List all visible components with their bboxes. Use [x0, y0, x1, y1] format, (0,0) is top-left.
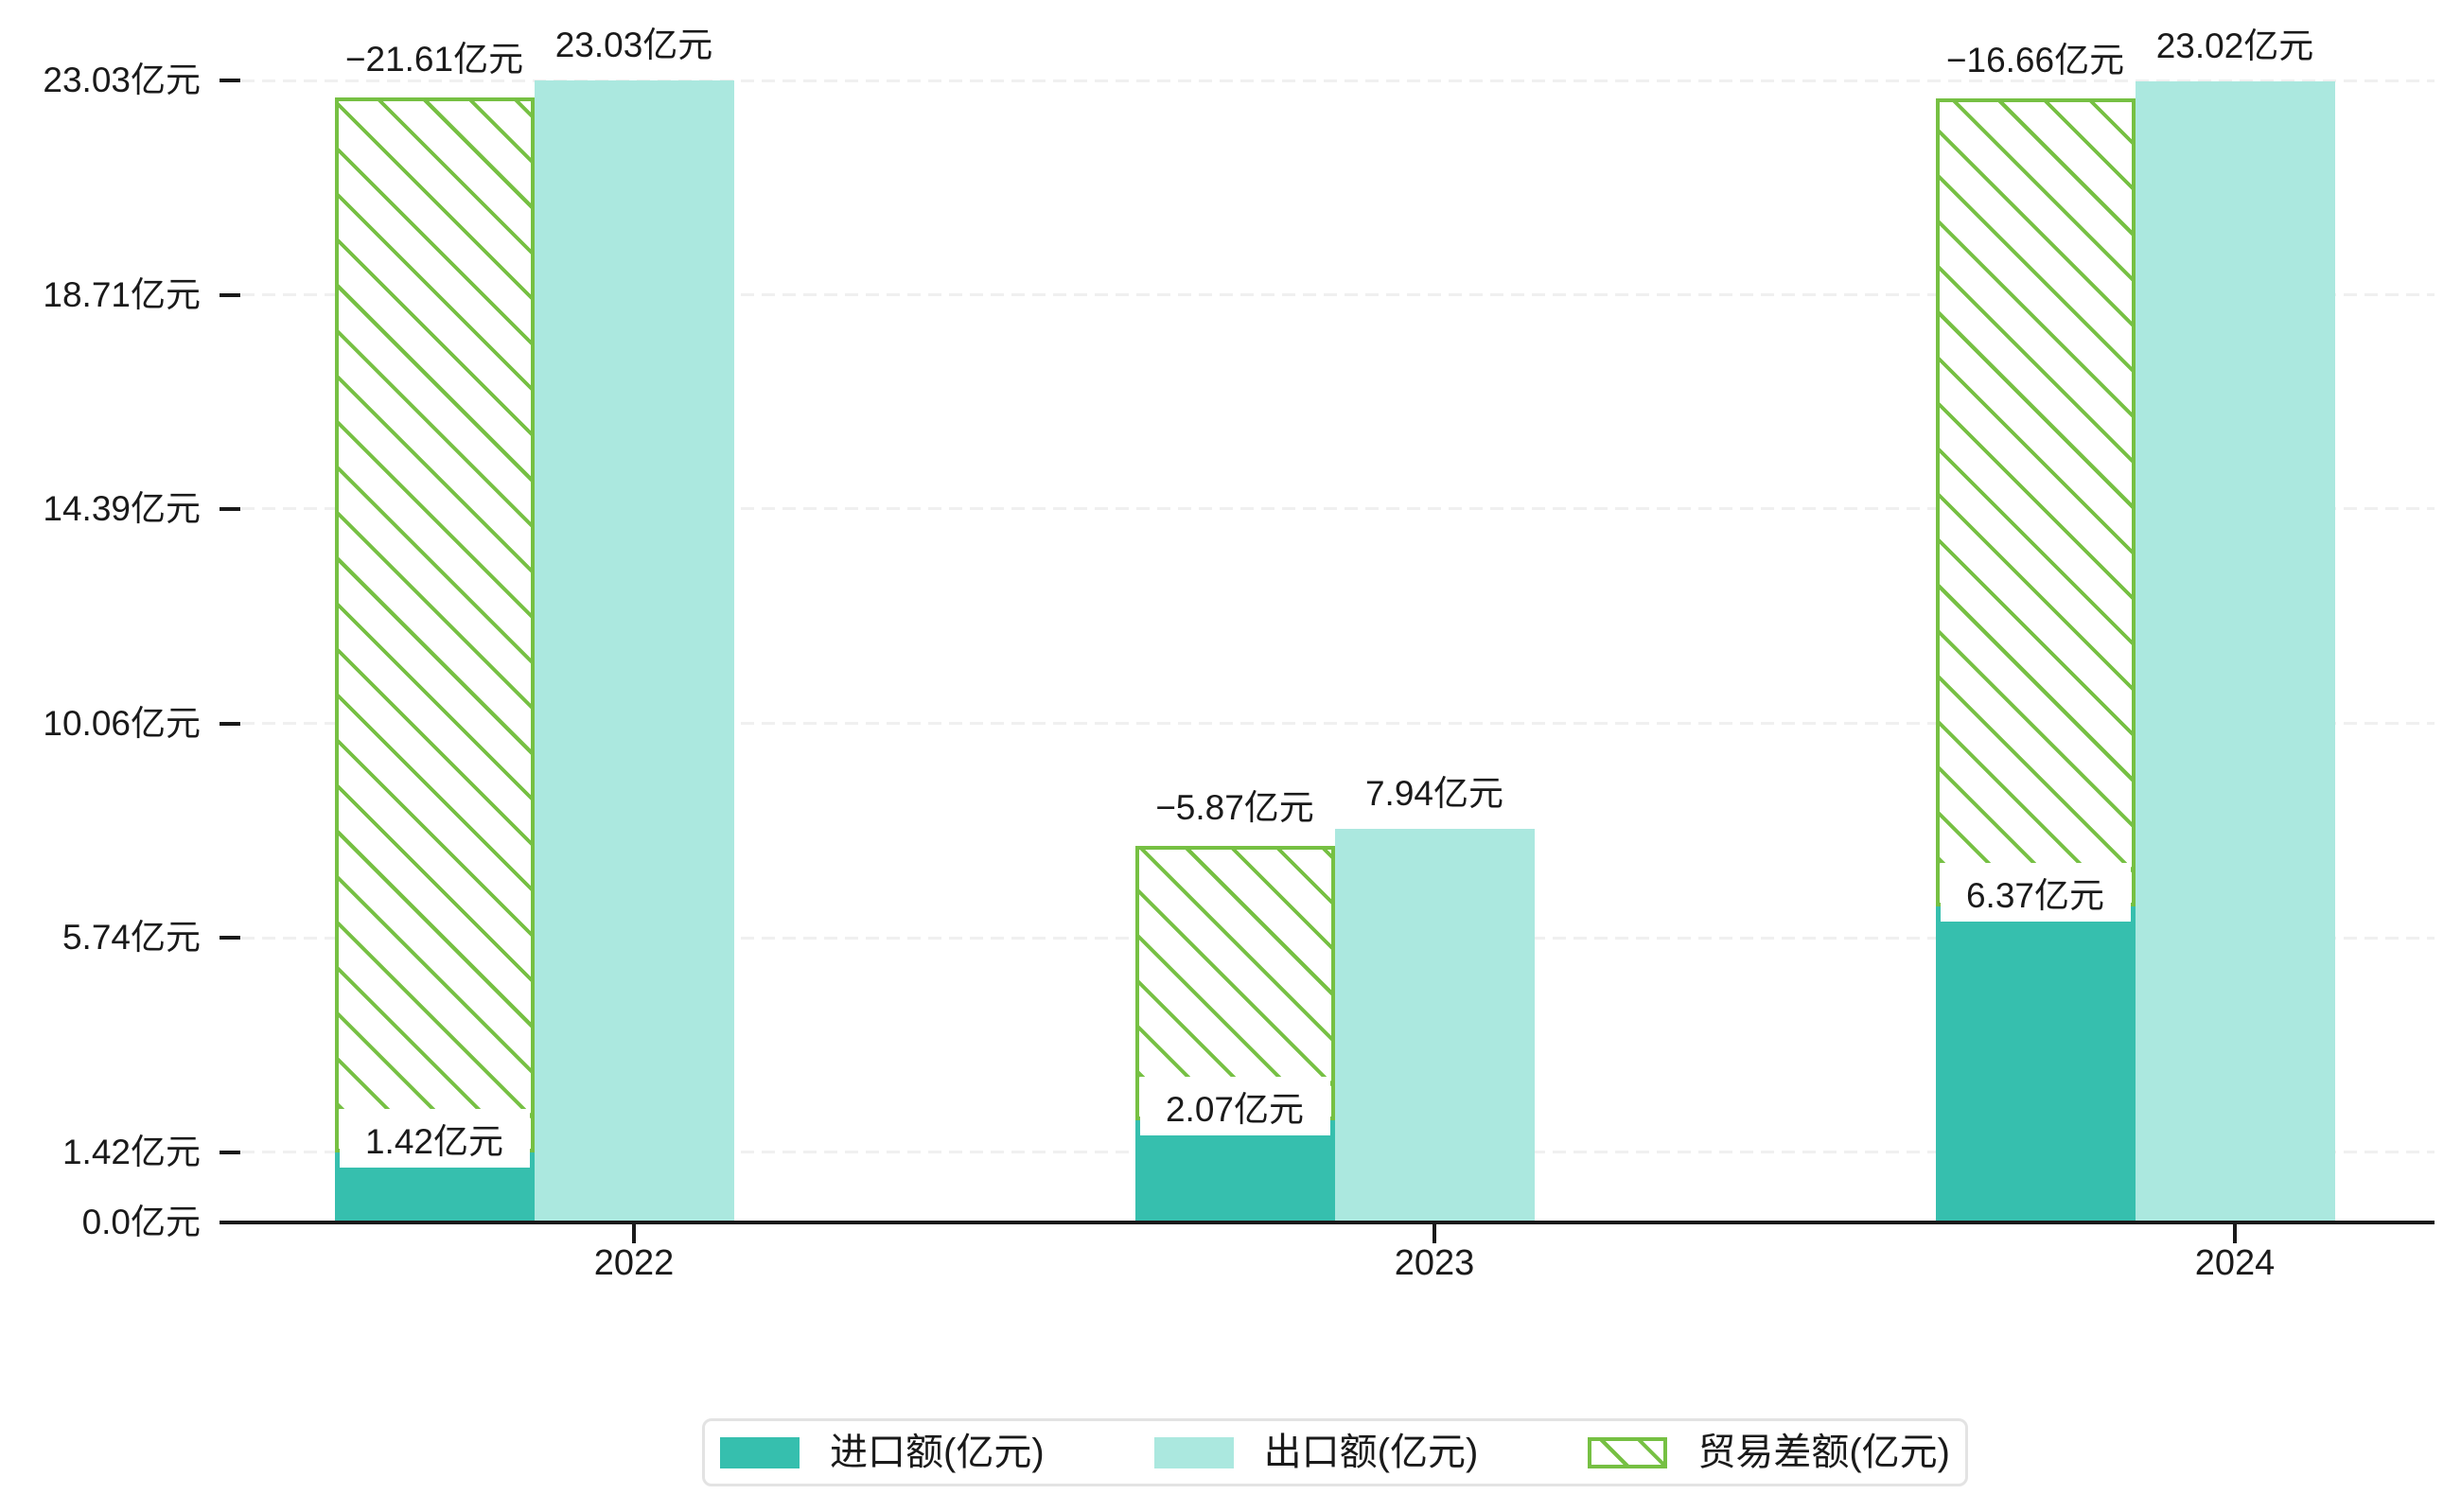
legend-item-import: 进口额(亿元): [720, 1430, 1045, 1475]
trade-balance-hatch-bar: [334, 97, 535, 1152]
y-gridline: [241, 507, 2435, 511]
trade-balance-hatch-swatch-icon: [1588, 1436, 1668, 1468]
x-axis-tick: [1433, 1222, 1436, 1243]
import-value-label: 6.37亿元: [1940, 863, 2131, 923]
legend-label-import: 进口额(亿元): [830, 1432, 1045, 1473]
export-bar: [534, 80, 734, 1222]
import-bar: [1935, 906, 2136, 1222]
legend-item-balance: 贸易差额(亿元): [1588, 1430, 1950, 1475]
y-axis-tick-label: 1.42亿元: [62, 1132, 201, 1171]
y-axis-tick-label: 5.74亿元: [62, 918, 201, 958]
y-axis-tick: [220, 1150, 240, 1154]
y-axis-tick: [220, 292, 240, 297]
trade-balance-value-label: −21.61亿元: [344, 40, 524, 79]
trade-balance-hatch-bar: [1134, 845, 1335, 1120]
trade-balance-value-label: −5.87亿元: [1155, 787, 1314, 827]
x-axis-line: [220, 1221, 2435, 1224]
x-axis-tick: [2233, 1222, 2237, 1243]
x-axis-category-label: 2022: [593, 1243, 675, 1283]
y-axis-tick: [220, 506, 240, 511]
y-axis-tick: [220, 721, 240, 726]
y-axis-tick-label: 18.71亿元: [43, 274, 201, 314]
export-bar: [2135, 80, 2335, 1222]
legend-item-export: 出口额(亿元): [1153, 1430, 1479, 1475]
export-swatch-icon: [1153, 1436, 1234, 1468]
import-value-label: 2.07亿元: [1139, 1076, 1330, 1135]
export-value-label: 23.02亿元: [2155, 26, 2314, 65]
legend-label-export: 出口额(亿元): [1263, 1432, 1479, 1473]
y-axis-tick-label: 10.06亿元: [43, 703, 201, 743]
import-bar: [1134, 1119, 1335, 1222]
y-gridline: [241, 79, 2435, 82]
x-axis-tick: [632, 1222, 636, 1243]
legend: 进口额(亿元) 出口额(亿元) 贸易差额(亿元): [702, 1418, 1968, 1486]
x-axis-category-label: 2023: [1394, 1243, 1475, 1283]
y-axis-tick-label: 23.03亿元: [43, 61, 201, 100]
y-axis-tick-label: 14.39亿元: [43, 488, 201, 528]
import-value-label: 1.42亿元: [339, 1108, 530, 1168]
x-axis-category-label: 2024: [2194, 1243, 2276, 1283]
legend-label-balance: 贸易差额(亿元): [1697, 1432, 1950, 1473]
import-swatch-icon: [720, 1436, 800, 1468]
export-bar: [1334, 828, 1535, 1222]
y-axis-tick: [220, 936, 240, 941]
trade-balance-value-label: −16.66亿元: [1945, 40, 2125, 79]
y-gridline: [241, 722, 2435, 726]
export-value-label: 7.94亿元: [1364, 773, 1503, 813]
y-gridline: [241, 293, 2435, 297]
y-axis-tick-label: 0.0亿元: [81, 1203, 201, 1241]
trade-balance-hatch-bar: [1935, 97, 2136, 907]
export-value-label: 23.03亿元: [554, 26, 713, 65]
y-axis-tick: [220, 79, 240, 83]
